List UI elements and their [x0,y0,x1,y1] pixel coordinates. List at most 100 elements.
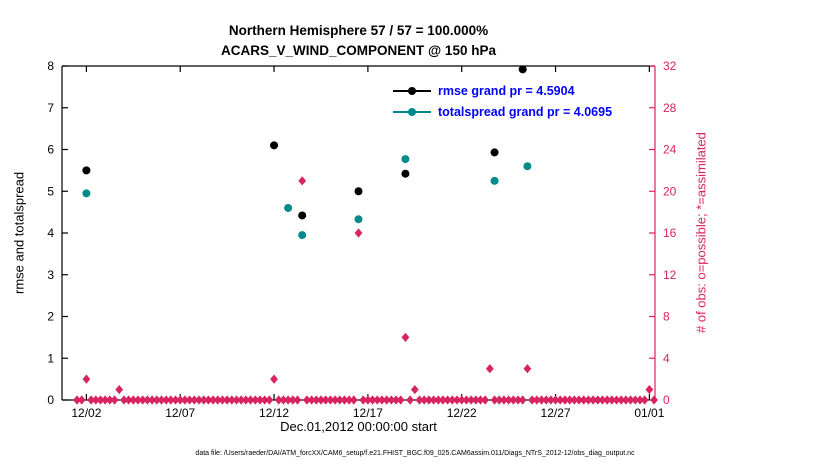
obs-count-marker [485,364,494,374]
obs-count-marker [453,395,461,405]
obs-count-marker [589,395,597,405]
obs-count-marker [335,395,344,405]
obs-count-marker [176,395,185,405]
obs-count-marker [617,395,626,405]
obs-count-marker [363,395,372,405]
rmse-legend-marker-icon [393,84,431,98]
obs-count-marker [204,395,213,405]
obs-count-marker [373,395,382,405]
obs-count-marker [143,395,152,405]
y-left-tick-label: 1 [47,351,54,365]
y-right-tick-label: 4 [663,351,670,365]
obs-count-marker [120,395,128,405]
obs-count-marker [359,395,368,405]
obs-count-marker [195,395,203,405]
obs-count-marker [490,395,499,405]
x-tick-label: 12/12 [259,406,289,420]
obs-count-marker [622,395,630,405]
rmse-marker [298,211,307,220]
obs-count-marker [218,395,227,405]
x-tick-label: 01/01 [634,406,664,420]
obs-count-marker [514,395,522,405]
rmse-marker [401,169,410,178]
obs-count-marker [579,395,588,405]
obs-count-marker [124,395,133,405]
obs-count-marker [570,395,579,405]
legend-label-totalspread: totalspread grand pr = 4.0695 [438,104,613,119]
obs-count-marker [317,395,325,405]
obs-count-marker [96,395,105,405]
obs-count-marker [129,395,138,405]
y-left-tick-label: 3 [47,268,54,282]
obs-count-marker [162,395,171,405]
x-tick-label: 12/17 [353,406,383,420]
y-left-tick-label: 2 [47,310,54,324]
obs-count-marker [171,395,180,405]
totalspread-marker [284,203,293,212]
obs-count-marker [603,395,612,405]
obs-count-marker [77,395,86,405]
totalspread-marker [401,155,410,164]
obs-count-marker [410,384,419,395]
obs-count-marker [495,395,504,405]
obs-count-marker [209,395,217,405]
x-axis-label: Dec.01,2012 00:00:00 start [280,419,437,434]
obs-count-marker [537,395,546,405]
obs-count-marker [439,395,447,405]
obs-count-marker [270,374,278,384]
obs-count-marker [293,395,302,405]
obs-count-marker [157,395,166,405]
obs-count-marker [242,395,250,405]
obs-count-marker [307,395,316,405]
obs-count-marker [382,395,391,405]
obs-count-marker [340,395,349,405]
obs-count-marker [302,395,311,405]
obs-count-marker [612,395,621,405]
obs-count-marker [561,395,569,405]
obs-count-marker [279,395,288,405]
obs-count-marker [181,395,189,405]
obs-count-marker [246,395,255,405]
y-left-tick-label: 4 [47,226,54,240]
obs-count-marker [134,395,142,405]
plot-title-line1: Northern Hemisphere 57 / 57 = 100.000% [228,23,489,38]
obs-count-marker [532,395,541,405]
legend-item-totalspread: totalspread grand pr = 4.0695 [393,101,612,122]
obs-count-marker [598,395,607,405]
obs-count-marker [626,395,635,405]
rmse-marker [270,141,279,150]
y-axis-label-left: rmse and totalspread [11,171,27,295]
obs-count-marker [115,384,124,395]
obs-count-marker [232,395,241,405]
obs-count-marker [481,395,490,405]
x-tick-label: 12/07 [165,406,195,420]
data-file-caption: data file: /Users/raeder/DAI/ATM_forcXX/… [195,450,635,457]
obs-count-marker [551,395,560,405]
rmse-marker [354,187,363,196]
obs-count-marker [274,395,283,405]
obs-count-marker [584,395,593,405]
totalspread-marker [298,231,307,240]
obs-count-marker [471,395,480,405]
obs-count-marker [500,395,508,405]
obs-count-marker [631,395,640,405]
totalspread-marker [82,189,91,198]
obs-count-marker [321,395,330,405]
y-right-tick-label: 8 [663,310,670,324]
obs-count-marker [462,395,471,405]
obs-count-marker [298,176,307,186]
obs-count-marker [575,395,583,405]
rmse-marker [518,65,527,74]
obs-count-marker [593,395,602,405]
obs-count-marker [326,395,335,405]
obs-count-marker [523,364,532,374]
obs-count-marker [556,395,565,405]
obs-count-marker [73,395,81,405]
obs-count-marker [345,395,354,405]
y-left-tick-label: 5 [47,184,54,198]
obs-count-marker [448,395,457,405]
obs-count-marker [237,395,246,405]
y-left-tick-label: 0 [47,393,54,407]
obs-count-marker [509,395,518,405]
